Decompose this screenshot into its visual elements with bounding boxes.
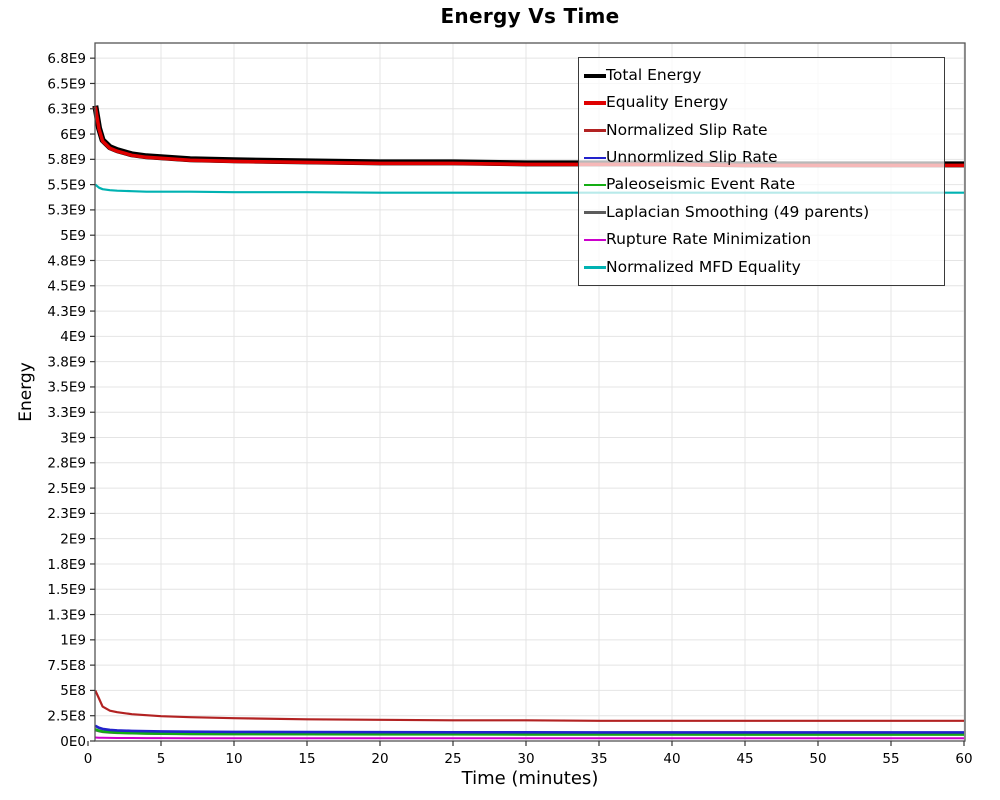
series-line xyxy=(94,728,964,736)
y-tick-label: 1.5E9 xyxy=(47,582,86,598)
x-axis-label: Time (minutes) xyxy=(461,768,599,789)
legend-line-swatch-icon xyxy=(584,211,606,214)
y-tick-label: 5.3E9 xyxy=(47,203,86,219)
y-tick-label: 0E0 xyxy=(60,734,86,750)
series-line xyxy=(94,689,964,722)
y-tick-label: 1.8E9 xyxy=(47,557,86,573)
x-tick-label: 20 xyxy=(371,751,388,767)
chart-title: Energy Vs Time xyxy=(440,4,620,28)
legend-label: Laplacian Smoothing (49 parents) xyxy=(606,202,870,221)
legend-label: Equality Energy xyxy=(606,93,729,112)
legend-label: Rupture Rate Minimization xyxy=(606,230,812,249)
y-tick-label: 2.5E8 xyxy=(47,709,86,725)
legend-item: Unnormlized Slip Rate xyxy=(584,150,939,166)
legend-line-swatch-icon xyxy=(584,266,606,269)
x-tick-label: 55 xyxy=(882,751,899,767)
y-tick-label: 5.8E9 xyxy=(47,152,86,168)
y-tick-label: 4.3E9 xyxy=(47,304,86,320)
y-tick-label: 1.3E9 xyxy=(47,607,86,623)
legend-item: Normalized MFD Equality xyxy=(584,257,939,276)
x-tick-label: 35 xyxy=(590,751,607,767)
y-tick-label: 6.3E9 xyxy=(47,102,86,118)
series-line xyxy=(95,736,964,740)
legend-line-swatch-icon xyxy=(584,156,606,159)
x-tick-label: 15 xyxy=(298,751,315,767)
y-axis-label: Energy xyxy=(16,362,36,422)
y-tick-label: 3.3E9 xyxy=(47,405,86,421)
x-tick-label: 40 xyxy=(663,751,680,767)
x-tick-label: 5 xyxy=(157,751,166,767)
y-tick-label: 5.5E9 xyxy=(47,177,86,193)
x-tick-label: 30 xyxy=(517,751,534,767)
legend-label: Paleoseismic Event Rate xyxy=(606,175,796,194)
legend-item: Total Energy xyxy=(584,65,939,84)
legend-label: Normalized MFD Equality xyxy=(606,257,801,276)
y-tick-label: 4.5E9 xyxy=(47,279,86,295)
legend-item: Paleoseismic Event Rate xyxy=(584,177,939,193)
y-tick-label: 6E9 xyxy=(60,127,86,143)
legend-line-swatch-icon xyxy=(584,183,606,187)
y-tick-label: 6.5E9 xyxy=(47,76,86,92)
plot-border xyxy=(94,42,966,742)
y-tick-label: 2.8E9 xyxy=(47,456,86,472)
legend-item: Rupture Rate Minimization xyxy=(584,232,939,248)
legend-item: Laplacian Smoothing (49 parents) xyxy=(584,202,939,221)
x-tick-label: 45 xyxy=(736,751,753,767)
legend-item: Equality Energy xyxy=(584,95,939,111)
y-tick-label: 3E9 xyxy=(60,430,86,446)
x-tick-label: 10 xyxy=(225,751,242,767)
x-tick-label: 0 xyxy=(84,751,93,767)
y-tick-label: 3.5E9 xyxy=(47,380,86,396)
x-tick-label: 50 xyxy=(809,751,826,767)
legend-label: Normalized Slip Rate xyxy=(606,120,768,139)
y-tick-label: 2E9 xyxy=(60,531,86,547)
y-tick-label: 4.8E9 xyxy=(47,253,86,269)
legend-line-swatch-icon xyxy=(584,238,606,242)
y-tick-label: 2.3E9 xyxy=(47,506,86,522)
y-tick-label: 6.8E9 xyxy=(47,51,86,67)
x-tick-label: 25 xyxy=(444,751,461,767)
legend-item: Normalized Slip Rate xyxy=(584,120,939,139)
legend-line-swatch-icon xyxy=(584,129,606,132)
legend-box: Total Energy Equality Energy Normalized Sl… xyxy=(578,57,945,286)
legend-label: Total Energy xyxy=(606,65,702,84)
y-tick-label: 4E9 xyxy=(60,329,86,345)
y-tick-label: 2.5E9 xyxy=(47,481,86,497)
legend-line-swatch-icon xyxy=(584,101,606,106)
legend-label: Unnormlized Slip Rate xyxy=(606,148,778,167)
series-line xyxy=(94,724,964,734)
x-tick-label: 60 xyxy=(955,751,972,767)
legend-line-swatch-icon xyxy=(584,73,606,78)
y-tick-label: 1E9 xyxy=(60,633,86,649)
y-tick-label: 7.5E8 xyxy=(47,658,86,674)
y-tick-label: 5E9 xyxy=(60,228,86,244)
y-tick-label: 3.8E9 xyxy=(47,354,86,370)
y-tick-label: 5E8 xyxy=(60,683,86,699)
